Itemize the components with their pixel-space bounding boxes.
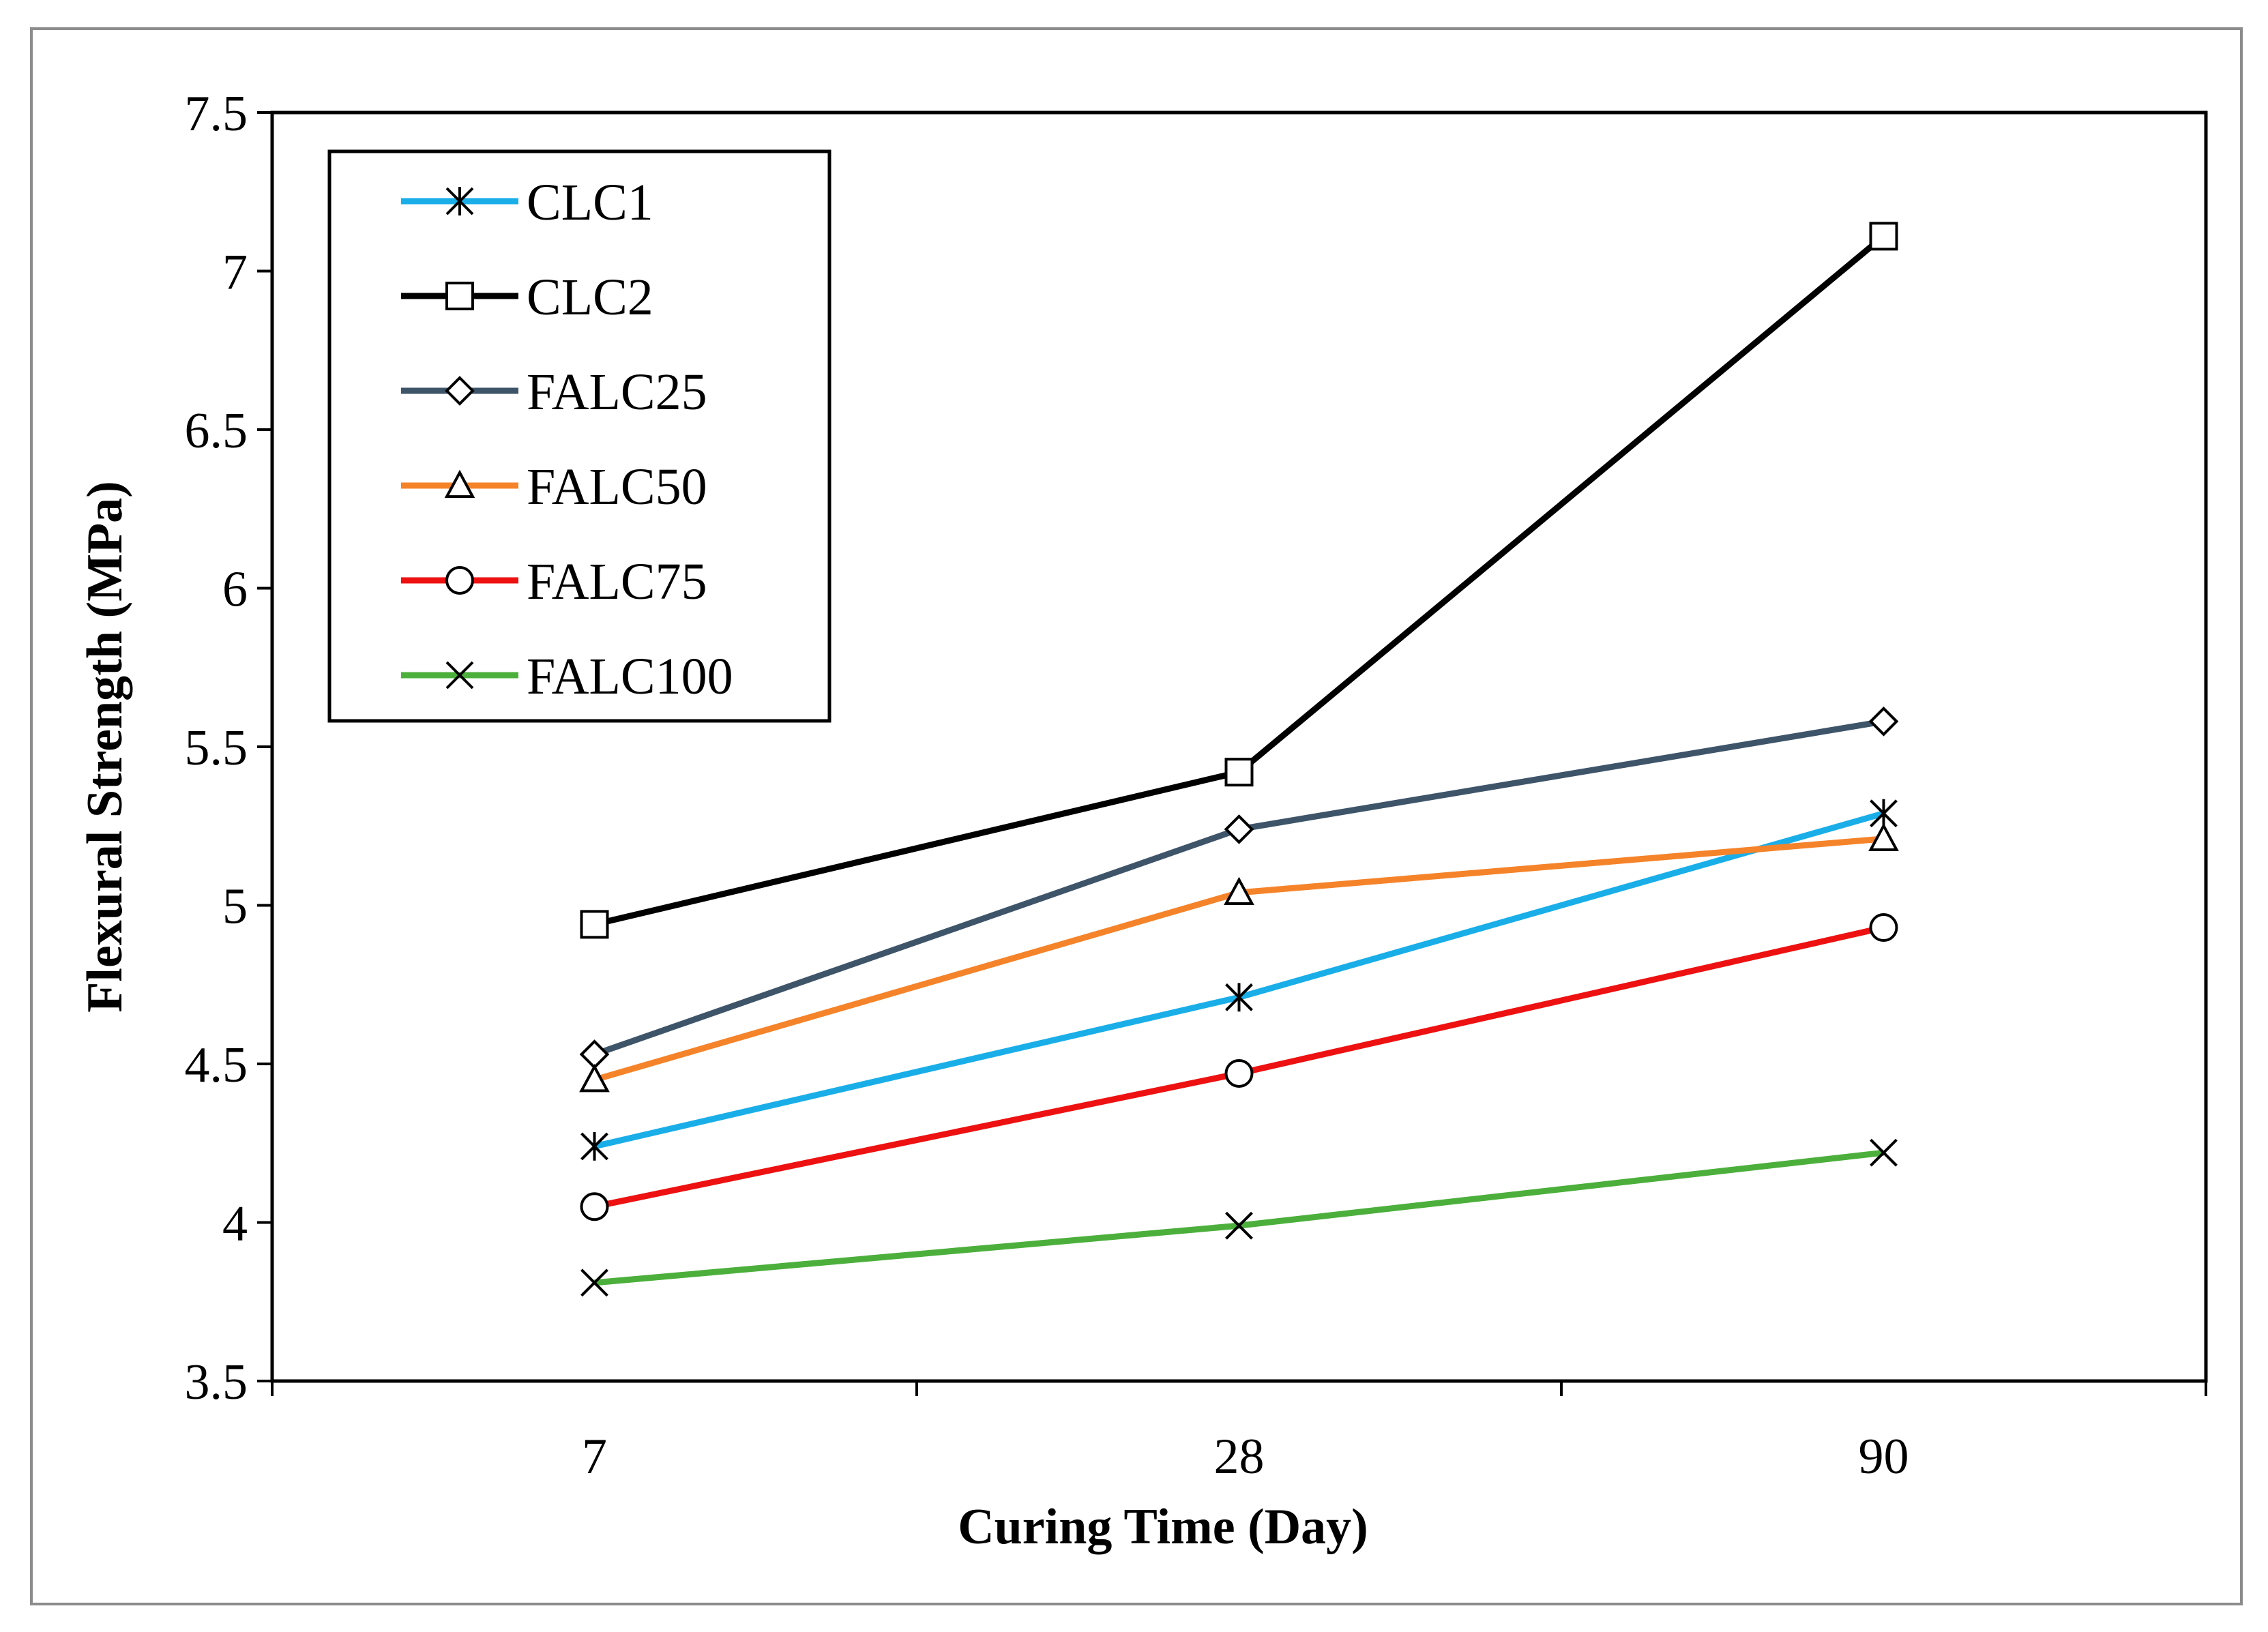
data-point-falc50: [1224, 876, 1254, 906]
data-point-clc2: [1224, 758, 1254, 787]
y-tick-label: 3.5: [185, 1354, 248, 1410]
x-axis: 7 28 90: [271, 1381, 2207, 1485]
y-tick-label: 7: [222, 245, 248, 301]
legend-label-clc1: CLC1: [527, 174, 653, 231]
y-tick-label: 4: [222, 1196, 248, 1252]
legend-label-falc75: FALC75: [527, 553, 707, 610]
legend-marker-falc25: [445, 376, 475, 406]
series-falc50: [579, 822, 1899, 1093]
y-tick-label: 5: [222, 879, 248, 935]
x-tick-label: 7: [582, 1429, 607, 1485]
data-point-clc1: [580, 1132, 608, 1161]
x-axis-title: Curing Time (Day): [958, 1499, 1368, 1555]
data-point-falc75: [580, 1192, 609, 1221]
legend-marker-clc1: [445, 187, 474, 216]
series-falc25: [579, 706, 1899, 1069]
series-falc100: [580, 1138, 1898, 1297]
data-point-clc1: [1225, 983, 1253, 1012]
y-tick-label: 7.5: [185, 86, 248, 142]
y-axis-title: Flexural Strength (MPa): [77, 481, 133, 1013]
legend-marker-falc50: [444, 469, 475, 499]
y-tick-label: 6.5: [185, 403, 248, 459]
legend: CLC1 CLC2 FALC25 FALC50 FALC75 FALC100: [327, 149, 831, 723]
data-point-clc2: [580, 910, 609, 939]
legend-marker-falc75: [445, 566, 474, 595]
data-point-falc100: [1225, 1211, 1253, 1240]
x-tick-label: 28: [1214, 1429, 1265, 1485]
legend-item-falc100: FALC100: [401, 648, 733, 705]
data-point-falc25: [1224, 814, 1254, 844]
y-tick-label: 5.5: [185, 720, 248, 776]
legend-box: [327, 149, 831, 723]
series-falc75: [580, 913, 1898, 1221]
y-tick-label: 4.5: [185, 1037, 248, 1093]
data-point-clc1: [1870, 799, 1898, 828]
data-point-falc75: [1224, 1058, 1254, 1088]
legend-label-falc25: FALC25: [527, 364, 707, 421]
series-clc2: [580, 222, 1898, 939]
data-point-falc100: [1870, 1138, 1898, 1167]
legend-item-clc1: CLC1: [401, 174, 653, 231]
y-tick-label: 6: [222, 562, 248, 618]
legend-item-falc50: FALC50: [401, 458, 707, 516]
data-point-clc2: [1869, 222, 1898, 251]
legend-item-falc25: FALC25: [401, 364, 707, 421]
x-tick-label: 90: [1859, 1429, 1909, 1485]
legend-marker-falc100: [445, 661, 474, 689]
legend-label-falc100: FALC100: [527, 648, 733, 705]
data-point-falc50: [1868, 822, 1899, 851]
legend-item-clc2: CLC2: [401, 269, 653, 326]
legend-label-clc2: CLC2: [527, 269, 653, 326]
y-axis: 3.5 4 4.5 5 5.5 6 6.5 7 7.5: [185, 86, 272, 1410]
legend-marker-clc2: [445, 282, 474, 310]
data-point-falc75: [1869, 913, 1898, 943]
data-point-falc100: [580, 1268, 608, 1297]
data-point-falc25: [1868, 706, 1899, 737]
series-clc1: [580, 799, 1898, 1161]
data-point-falc50: [579, 1064, 610, 1093]
series-layer: [579, 222, 1899, 1297]
legend-label-falc50: FALC50: [527, 458, 707, 516]
legend-item-falc75: FALC75: [401, 553, 707, 610]
